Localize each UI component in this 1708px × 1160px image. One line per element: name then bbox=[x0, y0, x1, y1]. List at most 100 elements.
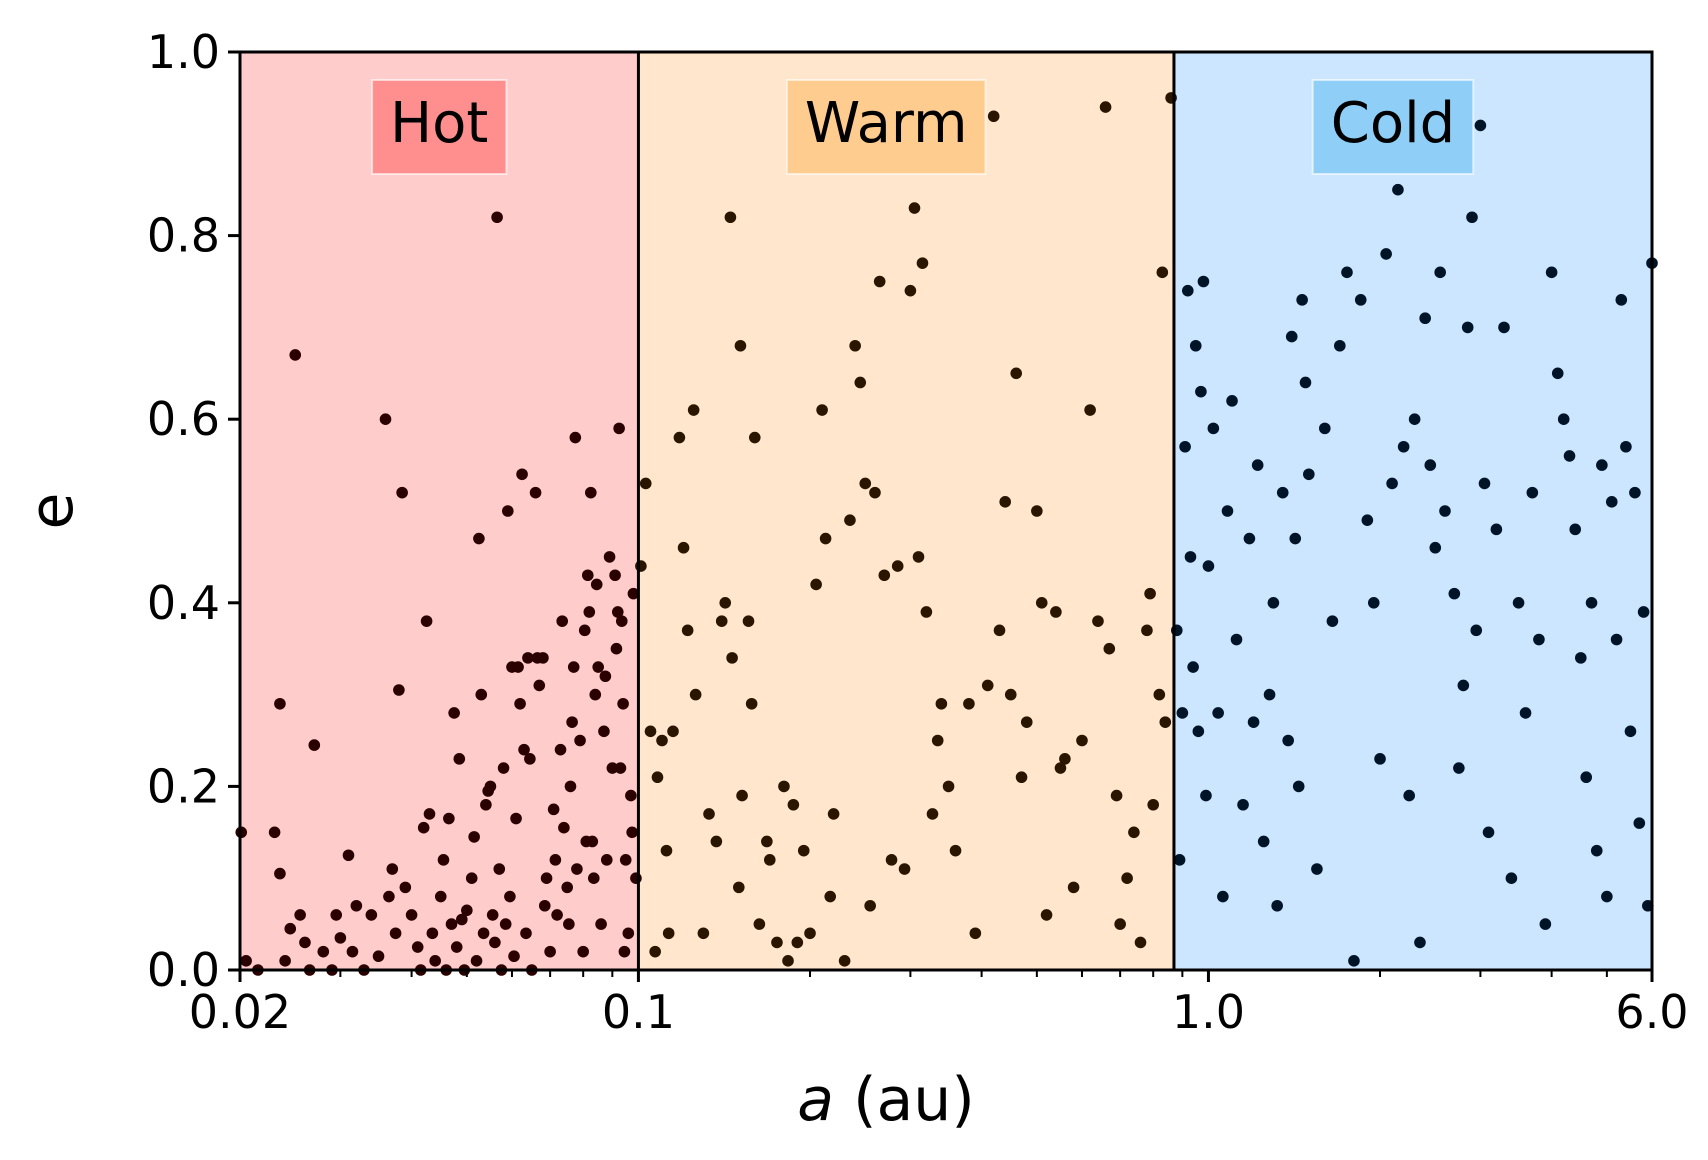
point-warm-96 bbox=[1159, 716, 1172, 728]
point-hot-46 bbox=[456, 913, 468, 926]
point-cold-11 bbox=[1200, 789, 1212, 802]
point-cold-30 bbox=[1289, 532, 1302, 545]
point-hot-71 bbox=[514, 697, 526, 710]
region-bands bbox=[240, 52, 1652, 970]
point-warm-75 bbox=[1035, 597, 1048, 609]
point-hot-90 bbox=[558, 821, 570, 834]
data-points bbox=[235, 92, 1658, 976]
point-hot-118 bbox=[611, 606, 624, 618]
region-label-box-cold bbox=[1311, 79, 1475, 175]
point-cold-45 bbox=[1380, 248, 1392, 260]
point-hot-121 bbox=[615, 615, 628, 627]
point-cold-67 bbox=[1490, 523, 1503, 536]
point-cold-66 bbox=[1482, 826, 1495, 839]
point-cold-28 bbox=[1282, 734, 1294, 747]
point-warm-53 bbox=[898, 863, 911, 875]
point-hot-35 bbox=[423, 808, 436, 820]
point-warm-70 bbox=[1004, 688, 1017, 701]
point-hot-48 bbox=[461, 904, 473, 917]
point-hot-78 bbox=[529, 486, 542, 499]
point-warm-29 bbox=[763, 854, 776, 866]
point-hot-27 bbox=[393, 684, 405, 696]
point-warm-54 bbox=[904, 284, 917, 297]
point-warm-31 bbox=[778, 780, 790, 793]
point-cold-7 bbox=[1189, 339, 1202, 352]
point-warm-94 bbox=[1153, 688, 1166, 701]
point-hot-97 bbox=[571, 863, 583, 875]
point-warm-80 bbox=[1067, 881, 1080, 894]
point-hot-24 bbox=[383, 890, 395, 903]
point-warm-60 bbox=[931, 734, 944, 747]
point-hot-100 bbox=[578, 624, 591, 637]
point-hot-68 bbox=[508, 950, 520, 963]
point-cold-49 bbox=[1403, 789, 1415, 802]
point-warm-82 bbox=[1084, 404, 1096, 416]
point-warm-17 bbox=[715, 615, 728, 627]
point-warm-42 bbox=[838, 955, 851, 967]
point-warm-57 bbox=[916, 257, 929, 269]
point-hot-70 bbox=[512, 661, 524, 673]
point-cold-48 bbox=[1397, 440, 1410, 453]
point-hot-23 bbox=[379, 413, 392, 426]
point-warm-23 bbox=[736, 789, 748, 802]
x-tick-label-0: 0.02 bbox=[189, 985, 291, 1039]
point-cold-1 bbox=[1173, 854, 1186, 866]
point-cold-62 bbox=[1466, 211, 1478, 224]
point-warm-41 bbox=[827, 808, 840, 820]
point-hot-87 bbox=[551, 909, 563, 921]
point-hot-108 bbox=[590, 578, 603, 591]
region-label-box-hot bbox=[371, 79, 508, 175]
point-hot-99 bbox=[577, 945, 589, 958]
point-hot-123 bbox=[618, 945, 631, 958]
point-hot-113 bbox=[600, 854, 613, 866]
point-warm-14 bbox=[697, 927, 710, 940]
point-warm-24 bbox=[742, 615, 755, 627]
region-dividers bbox=[636, 52, 1176, 970]
point-hot-91 bbox=[561, 881, 574, 894]
point-warm-32 bbox=[782, 955, 794, 967]
point-hot-111 bbox=[598, 725, 610, 738]
point-hot-54 bbox=[477, 927, 490, 940]
point-hot-29 bbox=[399, 881, 412, 894]
point-hot-33 bbox=[417, 821, 430, 834]
point-hot-21 bbox=[365, 909, 378, 921]
point-hot-128 bbox=[627, 587, 640, 600]
point-cold-73 bbox=[1533, 633, 1545, 646]
point-cold-14 bbox=[1212, 707, 1224, 719]
point-cold-74 bbox=[1539, 918, 1552, 930]
point-hot-64 bbox=[499, 918, 512, 930]
point-cold-53 bbox=[1424, 459, 1437, 471]
x-tick-label-3: 6.0 bbox=[1615, 985, 1688, 1039]
point-hot-4 bbox=[274, 697, 286, 710]
point-hot-125 bbox=[622, 927, 635, 940]
point-cold-68 bbox=[1498, 321, 1510, 334]
point-cold-65 bbox=[1478, 477, 1491, 490]
point-hot-7 bbox=[284, 922, 297, 935]
point-warm-37 bbox=[810, 578, 822, 591]
point-warm-33 bbox=[787, 798, 800, 811]
point-cold-55 bbox=[1434, 266, 1446, 279]
x-axis-title: a (au) bbox=[797, 1065, 974, 1135]
point-cold-21 bbox=[1247, 716, 1260, 728]
point-hot-8 bbox=[289, 349, 302, 361]
point-warm-43 bbox=[844, 514, 856, 526]
region-label-text-hot: Hot bbox=[390, 91, 488, 156]
point-warm-25 bbox=[745, 697, 758, 710]
point-hot-34 bbox=[420, 615, 433, 627]
point-cold-50 bbox=[1408, 413, 1421, 426]
point-cold-37 bbox=[1326, 615, 1339, 627]
point-warm-65 bbox=[969, 927, 982, 940]
point-hot-127 bbox=[626, 826, 638, 839]
point-hot-58 bbox=[486, 909, 499, 921]
point-cold-82 bbox=[1585, 597, 1598, 609]
point-cold-87 bbox=[1610, 633, 1623, 646]
point-hot-41 bbox=[443, 812, 455, 825]
point-hot-66 bbox=[504, 890, 516, 903]
point-hot-63 bbox=[497, 762, 510, 774]
point-warm-7 bbox=[662, 927, 675, 940]
point-warm-59 bbox=[926, 808, 939, 820]
point-hot-9 bbox=[294, 909, 306, 921]
point-warm-18 bbox=[719, 597, 732, 609]
point-hot-83 bbox=[540, 872, 553, 884]
point-hot-74 bbox=[520, 927, 532, 940]
